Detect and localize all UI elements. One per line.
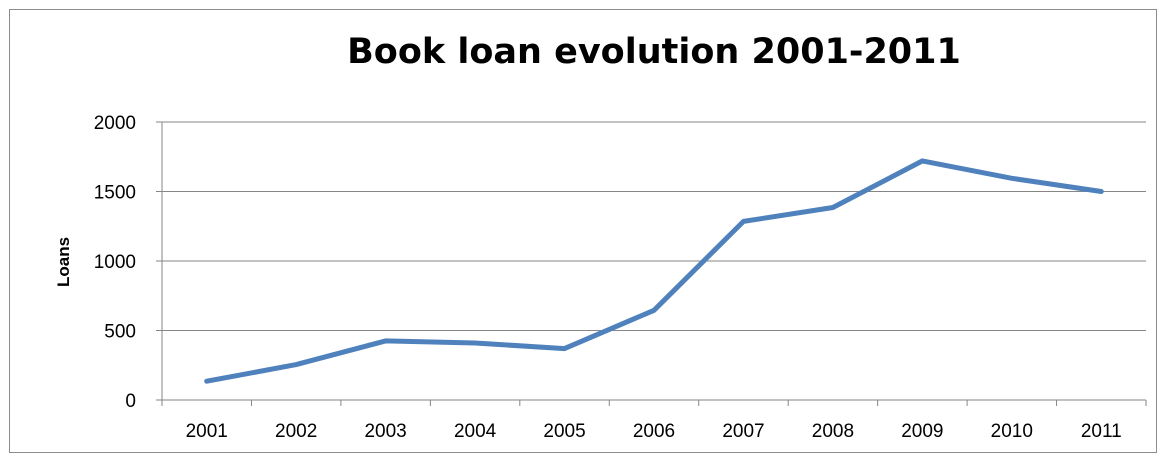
x-tick-label-2008: 2008 <box>812 421 854 442</box>
y-tick-label-1500: 1500 <box>94 183 136 204</box>
y-tick-label-500: 500 <box>104 322 136 343</box>
axes <box>156 121 1147 406</box>
y-axis-label: Loans <box>54 237 73 287</box>
y-tick-label-2000: 2000 <box>94 113 136 134</box>
x-tick-label-2011: 2011 <box>1081 421 1122 442</box>
series-line-0 <box>204 158 1104 384</box>
chart-frame <box>9 9 1157 453</box>
x-tick-label-2005: 2005 <box>543 421 585 442</box>
y-tick-labels: 0 500 1000 1500 2000 <box>94 113 136 412</box>
x-tick-label-2006: 2006 <box>633 421 675 442</box>
y-tick-label-0: 0 <box>125 391 136 412</box>
x-tick-label-2010: 2010 <box>991 421 1033 442</box>
x-tick-label-2004: 2004 <box>454 421 497 442</box>
x-tick-label-2003: 2003 <box>364 421 406 442</box>
y-tick-label-1000: 1000 <box>94 252 136 273</box>
x-tick-label-2007: 2007 <box>722 421 764 442</box>
x-tick-labels: 2001 2002 2003 2004 2005 2006 2007 2008 2009 2010… <box>186 421 1122 442</box>
x-tick-label-2002: 2002 <box>275 421 317 442</box>
chart-title: Book loan evolution 2001-2011 <box>347 32 961 72</box>
series-layer <box>204 158 1104 384</box>
grid-lines <box>162 121 1146 331</box>
x-tick-label-2001: 2001 <box>186 421 228 442</box>
x-tick-label-2009: 2009 <box>901 421 943 442</box>
